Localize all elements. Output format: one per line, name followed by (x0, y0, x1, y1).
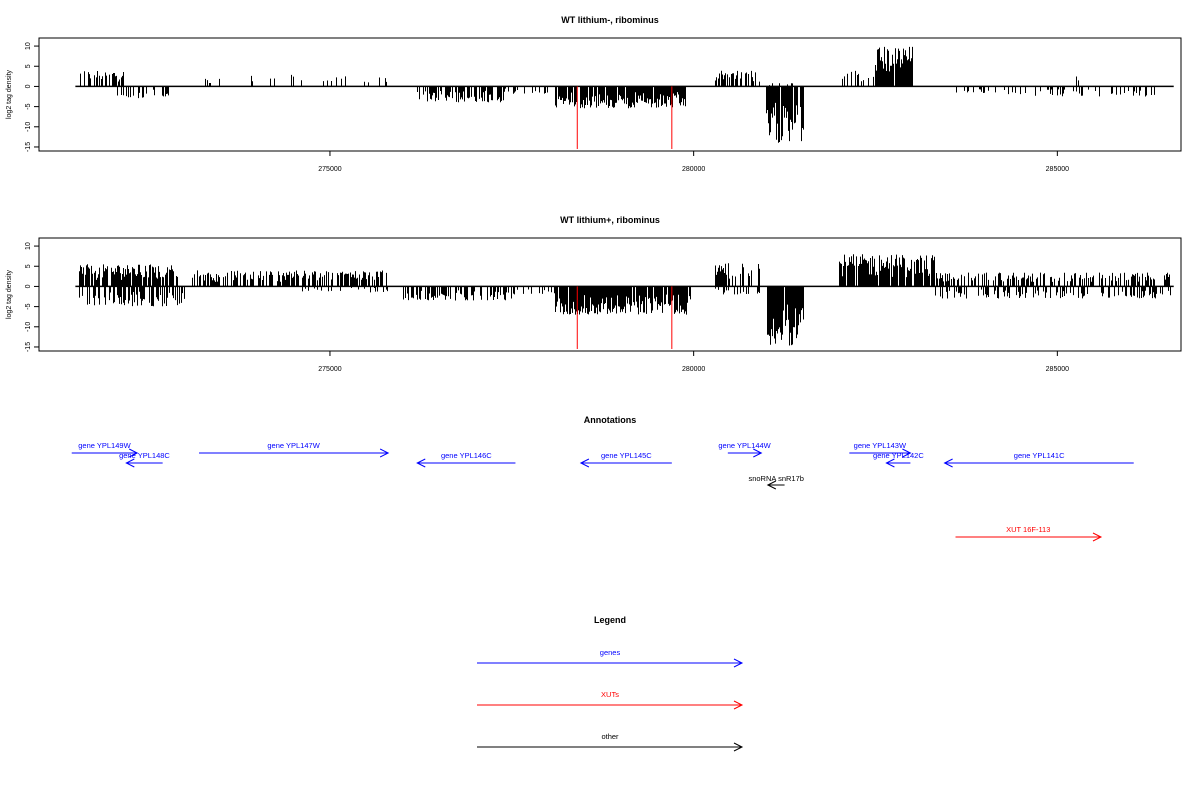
y-tick-label: 0 (25, 284, 32, 288)
y-axis: 10 5 0 -5 -10 -15 (25, 242, 39, 352)
feature-arrow: gene YPL145C (579, 451, 672, 468)
arrow-head (379, 448, 390, 458)
feature-arrow: snoRNA snR17b (748, 474, 804, 490)
y-tick-label: -10 (25, 122, 32, 132)
y-tick-label: 5 (25, 64, 32, 68)
plot-frame (38, 37, 1182, 152)
feature-arrow: gene YPL148C (119, 451, 170, 468)
feature-label: snoRNA snR17b (748, 474, 803, 483)
x-tick-label: 275000 (318, 366, 341, 373)
feature-arrow: gene YPL146C (416, 451, 516, 468)
feature-arrow: gene YPL149W (71, 441, 139, 458)
feature-label: gene YPL146C (441, 451, 492, 460)
y-axis: 10 5 0 -5 -10 -15 (25, 42, 39, 152)
red-markers (576, 86, 673, 149)
x-axis: 275000 280000 285000 (318, 151, 1069, 173)
x-tick-label: 285000 (1046, 166, 1069, 173)
arrow-head (579, 458, 590, 468)
feature-label: gene YPL144W (718, 441, 771, 450)
arrow-head (1092, 532, 1103, 542)
signal-bars (79, 254, 1171, 346)
feature-label: gene YPL147W (267, 441, 320, 450)
x-tick-label: 285000 (1046, 366, 1069, 373)
y-tick-label: 10 (25, 242, 32, 250)
feature-arrow: gene YPL141C (943, 451, 1134, 468)
feature-label: gene YPL143W (854, 441, 907, 450)
arrow-head (733, 742, 744, 752)
feature-label: gene YPL145C (601, 451, 652, 460)
panel-title: WT lithium-, ribominus (561, 15, 659, 25)
x-axis: 275000 280000 285000 (318, 351, 1069, 373)
arrow-head (885, 458, 895, 468)
feature-arrow: gene YPL142C (873, 451, 924, 468)
legend-entry: other (477, 732, 744, 752)
feature-label: gene YPL148C (119, 451, 170, 460)
arrow-head (733, 658, 744, 668)
arrow-head (943, 458, 953, 468)
legend-entries: genes XUTs other (477, 648, 744, 752)
x-tick-label: 280000 (682, 366, 705, 373)
feature-label: gene YPL141C (1014, 451, 1065, 460)
red-markers (576, 286, 673, 349)
feature-label: gene YPL149W (78, 441, 131, 450)
arrow-head (753, 448, 763, 458)
y-tick-label: -5 (25, 303, 32, 309)
x-tick-label: 280000 (682, 166, 705, 173)
feature-arrow: gene YPL144W (718, 441, 772, 458)
feature-label: XUT 16F-113 (1006, 525, 1050, 534)
arrow-head (125, 458, 135, 468)
y-tick-label: 0 (25, 84, 32, 88)
y-tick-label: -15 (25, 342, 32, 352)
y-tick-label: -15 (25, 142, 32, 152)
legend-label: other (601, 732, 619, 741)
signal-bars (80, 46, 1155, 143)
panel-title: WT lithium+, ribominus (560, 215, 660, 225)
y-axis-label: log2 tag density (6, 269, 13, 319)
panel-lithium-plus: WT lithium+, ribominus log2 tag density … (6, 215, 1182, 373)
y-axis-label: log2 tag density (6, 69, 13, 119)
legend-title: Legend (594, 615, 626, 625)
y-tick-label: 5 (25, 264, 32, 268)
annotations-title: Annotations (584, 415, 637, 425)
feature-arrow: XUT 16F-113 (955, 525, 1103, 542)
panel-lithium-minus: WT lithium-, ribominus log2 tag density … (6, 15, 1182, 173)
feature-label: gene YPL142C (873, 451, 924, 460)
legend-label: genes (600, 648, 621, 657)
arrow-head (733, 700, 744, 710)
arrow-head (902, 448, 912, 458)
y-tick-label: -5 (25, 103, 32, 109)
arrow-head (766, 480, 777, 490)
legend-entry: genes (477, 648, 744, 668)
arrow-head (128, 448, 139, 458)
arrow-head (416, 458, 426, 468)
legend-entry: XUTs (477, 690, 744, 710)
plot-frame (38, 237, 1182, 352)
y-tick-label: 10 (25, 42, 32, 50)
y-tick-label: -10 (25, 322, 32, 332)
legend: Legend genes XUTs other (477, 615, 744, 752)
x-tick-label: 275000 (318, 166, 341, 173)
legend-label: XUTs (601, 690, 619, 699)
feature-arrow: gene YPL143W (849, 441, 912, 458)
feature-arrow: gene YPL147W (199, 441, 390, 458)
